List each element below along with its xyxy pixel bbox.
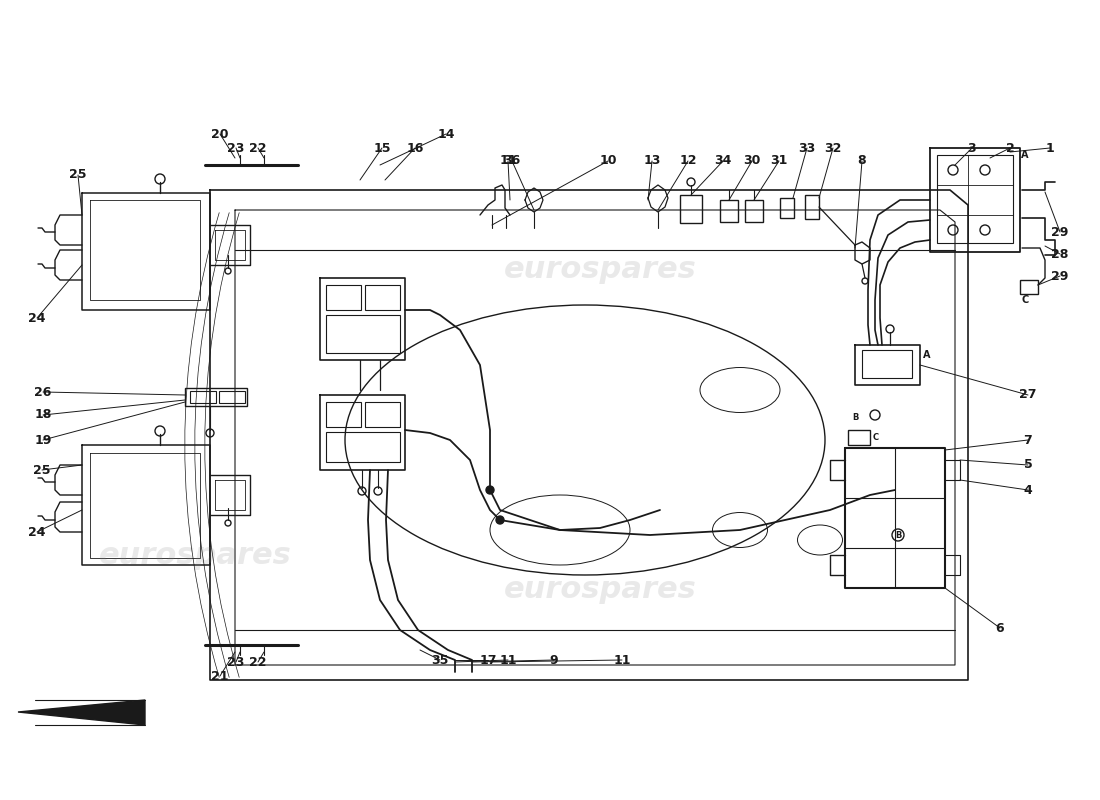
- Circle shape: [892, 529, 904, 541]
- Text: 29: 29: [1052, 270, 1069, 282]
- Text: 11: 11: [499, 154, 517, 167]
- Text: 25: 25: [69, 169, 87, 182]
- Text: 33: 33: [799, 142, 815, 154]
- Bar: [219, 391, 245, 403]
- Circle shape: [980, 165, 990, 175]
- Bar: [780, 198, 794, 218]
- Text: eurospares: eurospares: [504, 255, 696, 285]
- Text: 23: 23: [228, 142, 244, 154]
- Text: 28: 28: [1052, 247, 1069, 261]
- Text: C: C: [1022, 295, 1028, 305]
- Circle shape: [870, 410, 880, 420]
- Bar: [190, 391, 216, 403]
- Text: 18: 18: [34, 409, 52, 422]
- Bar: [1020, 280, 1038, 294]
- Text: 24: 24: [29, 526, 46, 538]
- Text: 5: 5: [1024, 458, 1033, 471]
- Circle shape: [980, 225, 990, 235]
- Text: 17: 17: [480, 654, 497, 666]
- Text: 30: 30: [744, 154, 761, 167]
- Text: 36: 36: [504, 154, 520, 167]
- Text: C: C: [873, 434, 879, 442]
- Bar: [326, 315, 400, 353]
- Circle shape: [948, 225, 958, 235]
- Text: 2: 2: [1005, 142, 1014, 154]
- Bar: [805, 195, 820, 219]
- Text: 24: 24: [29, 311, 46, 325]
- Text: 7: 7: [1024, 434, 1033, 446]
- Circle shape: [486, 486, 494, 494]
- Bar: [680, 195, 702, 223]
- Text: A: A: [923, 350, 931, 360]
- Text: 13: 13: [644, 154, 661, 167]
- Text: 29: 29: [1052, 226, 1069, 238]
- Bar: [937, 155, 1013, 243]
- Bar: [326, 432, 400, 462]
- Polygon shape: [18, 700, 145, 725]
- Bar: [326, 285, 361, 310]
- Text: 1: 1: [1046, 142, 1055, 154]
- Circle shape: [948, 165, 958, 175]
- Text: 11: 11: [614, 654, 630, 666]
- Bar: [745, 200, 763, 222]
- Text: eurospares: eurospares: [99, 541, 292, 570]
- Text: 27: 27: [1020, 389, 1036, 402]
- Text: eurospares: eurospares: [504, 575, 696, 605]
- Text: 12: 12: [680, 154, 696, 167]
- Text: 26: 26: [34, 386, 52, 398]
- Bar: [185, 388, 248, 406]
- Text: B: B: [894, 530, 901, 539]
- Text: 8: 8: [858, 154, 867, 167]
- Bar: [365, 402, 400, 427]
- Text: 22: 22: [250, 142, 266, 154]
- Text: B: B: [851, 414, 858, 422]
- Bar: [326, 402, 361, 427]
- Text: 15: 15: [373, 142, 390, 154]
- Text: 20: 20: [211, 127, 229, 141]
- Circle shape: [496, 516, 504, 524]
- Text: 22: 22: [250, 655, 266, 669]
- Text: 16: 16: [406, 142, 424, 154]
- Text: 31: 31: [770, 154, 788, 167]
- Text: 21: 21: [211, 670, 229, 682]
- Text: 23: 23: [228, 655, 244, 669]
- Text: 35: 35: [431, 654, 449, 666]
- Text: 4: 4: [1024, 483, 1033, 497]
- Text: 10: 10: [600, 154, 617, 167]
- Bar: [848, 430, 870, 445]
- Bar: [720, 200, 738, 222]
- Bar: [365, 285, 400, 310]
- Bar: [862, 350, 912, 378]
- Text: 19: 19: [34, 434, 52, 446]
- Text: 14: 14: [438, 127, 454, 141]
- Text: A: A: [1021, 150, 1028, 160]
- Text: 9: 9: [550, 654, 559, 666]
- Text: 32: 32: [824, 142, 842, 154]
- Text: 3: 3: [968, 142, 977, 154]
- Text: 6: 6: [996, 622, 1004, 634]
- Text: 25: 25: [33, 463, 51, 477]
- Text: 11: 11: [499, 654, 517, 666]
- Text: 34: 34: [714, 154, 732, 167]
